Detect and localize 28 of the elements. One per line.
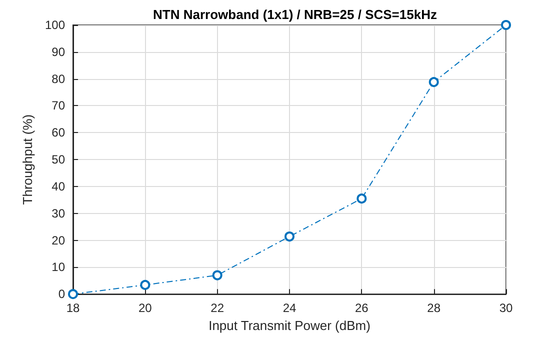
point bbox=[68, 289, 78, 300]
point bbox=[140, 280, 150, 290]
y-tick-label: 30 bbox=[52, 206, 66, 220]
chart-title: NTN Narrowband (1x1) / NRB=25 / SCS=15kHz bbox=[153, 7, 438, 22]
x-tick-label: 26 bbox=[354, 301, 369, 316]
point bbox=[356, 194, 367, 204]
y-tick-label: 80 bbox=[52, 72, 66, 86]
y-tick-label: 100 bbox=[44, 18, 66, 32]
y-tick-label: 10 bbox=[52, 260, 66, 274]
x-tick-label: 30 bbox=[499, 301, 513, 316]
point bbox=[428, 77, 439, 88]
point bbox=[501, 20, 511, 30]
y-tick-label: 20 bbox=[52, 233, 66, 248]
x-tick-label: 20 bbox=[138, 301, 152, 316]
x-tick-label: 24 bbox=[282, 301, 296, 316]
point bbox=[284, 232, 294, 242]
y-tick-label: 60 bbox=[52, 126, 66, 140]
point bbox=[212, 270, 222, 280]
y-axis-title: Throughput (%) bbox=[20, 114, 36, 205]
x-tick-label: 28 bbox=[427, 301, 441, 316]
x-tick-label: 22 bbox=[210, 301, 224, 316]
x-axis-title: Input Transmit Power (dBm) bbox=[208, 318, 370, 333]
y-tick-label: 70 bbox=[52, 98, 66, 113]
x-tick-label: 18 bbox=[66, 301, 80, 316]
y-tick-label: 90 bbox=[52, 44, 66, 59]
y-tick-label: 0 bbox=[58, 287, 66, 302]
y-tick-label: 50 bbox=[52, 152, 66, 167]
y-tick-label: 40 bbox=[52, 179, 66, 194]
